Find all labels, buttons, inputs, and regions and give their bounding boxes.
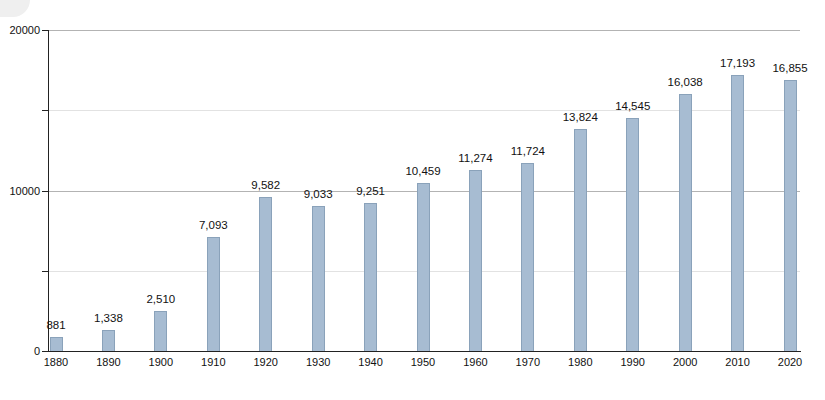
corner-artifact — [0, 0, 30, 17]
bar-value-label-1910: 7,093 — [183, 219, 243, 232]
y-axis — [48, 30, 49, 352]
bar-2000 — [679, 94, 692, 351]
y-tick-label-10000: 10000 — [0, 185, 40, 198]
bar-1880 — [50, 337, 63, 351]
bar-1980 — [574, 129, 587, 351]
bar-1970 — [521, 163, 534, 351]
major-gridline-20000 — [48, 30, 800, 31]
y-tick-10000 — [42, 191, 48, 192]
x-tick-label-1990: 1990 — [611, 356, 655, 369]
y-minor-tick-15000 — [42, 110, 48, 111]
bar-value-label-1960: 11,274 — [445, 152, 505, 165]
bar-1960 — [469, 170, 482, 351]
population-bar-chart: 01000020000 88118801,33818902,51019007,0… — [0, 0, 825, 400]
x-tick-label-1950: 1950 — [401, 356, 445, 369]
bar-value-label-1900: 2,510 — [131, 293, 191, 306]
bar-value-label-1970: 11,724 — [498, 145, 558, 158]
bar-value-label-2020: 16,855 — [760, 62, 820, 75]
bar-1950 — [417, 183, 430, 351]
x-tick-label-1900: 1900 — [139, 356, 183, 369]
bar-1930 — [312, 206, 325, 351]
bar-1940 — [364, 203, 377, 351]
bar-value-label-1990: 14,545 — [603, 100, 663, 113]
bar-1890 — [102, 330, 115, 351]
x-axis — [48, 351, 801, 352]
bar-1900 — [154, 311, 167, 351]
bar-value-label-1940: 9,251 — [341, 185, 401, 198]
x-tick-label-1970: 1970 — [506, 356, 550, 369]
bar-value-label-1920: 9,582 — [236, 179, 296, 192]
bar-2020 — [784, 80, 797, 351]
y-tick-label-20000: 20000 — [0, 24, 40, 37]
bar-value-label-1880: 881 — [26, 319, 86, 332]
x-tick-label-1920: 1920 — [244, 356, 288, 369]
x-tick-label-2000: 2000 — [663, 356, 707, 369]
bar-value-label-1980: 13,824 — [550, 111, 610, 124]
y-tick-20000 — [42, 30, 48, 31]
bar-value-label-1950: 10,459 — [393, 165, 453, 178]
x-tick-label-1910: 1910 — [191, 356, 235, 369]
x-tick-label-1880: 1880 — [34, 356, 78, 369]
x-tick-label-1940: 1940 — [349, 356, 393, 369]
bar-1990 — [626, 118, 639, 351]
x-tick-label-1980: 1980 — [558, 356, 602, 369]
bar-value-label-2000: 16,038 — [655, 76, 715, 89]
bar-value-label-1890: 1,338 — [78, 312, 138, 325]
x-tick-label-1930: 1930 — [296, 356, 340, 369]
x-tick-label-1890: 1890 — [86, 356, 130, 369]
x-tick-label-2020: 2020 — [768, 356, 812, 369]
bar-2010 — [731, 75, 744, 351]
x-tick-label-2010: 2010 — [716, 356, 760, 369]
bar-value-label-1930: 9,033 — [288, 188, 348, 201]
y-tick-0 — [42, 351, 48, 352]
x-tick-label-1960: 1960 — [453, 356, 497, 369]
bar-value-label-2010: 17,193 — [708, 57, 768, 70]
bar-1920 — [259, 197, 272, 351]
y-minor-tick-5000 — [42, 271, 48, 272]
bar-1910 — [207, 237, 220, 351]
